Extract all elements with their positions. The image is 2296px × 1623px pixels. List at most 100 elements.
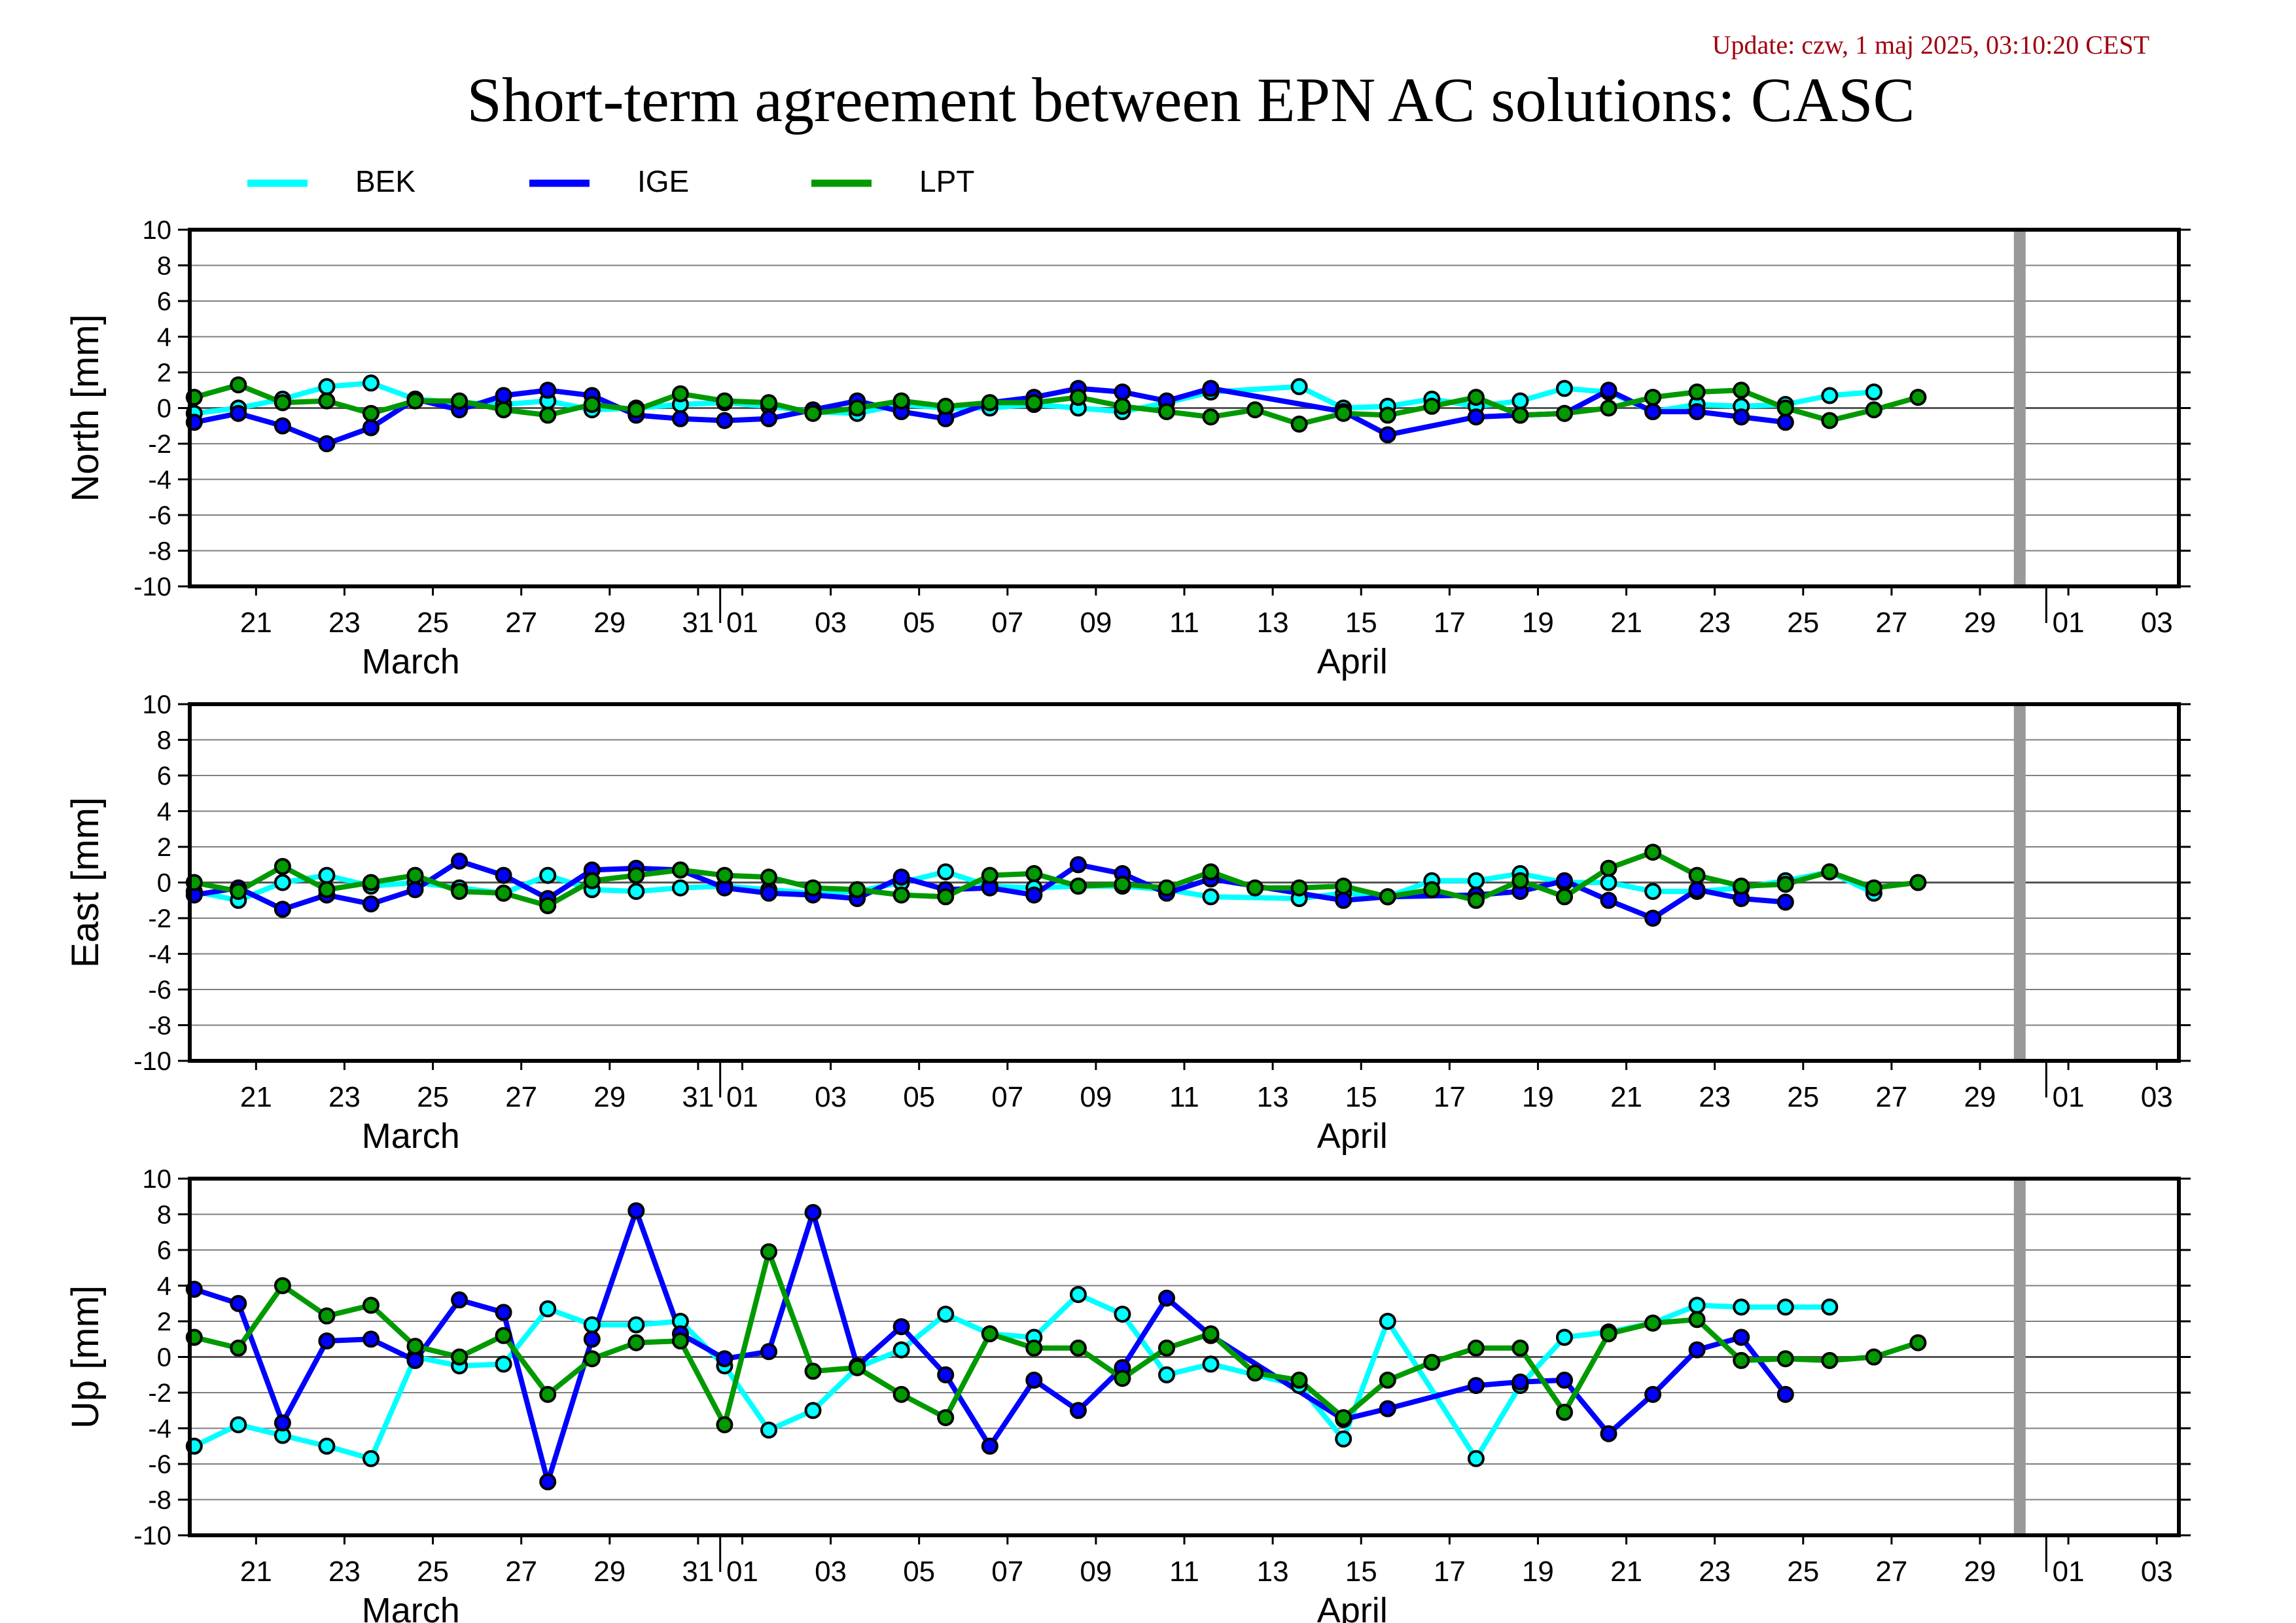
data-point-ige bbox=[671, 410, 689, 427]
data-point-bek bbox=[671, 879, 689, 897]
data-point-lpt bbox=[937, 397, 955, 415]
series-line-lpt bbox=[193, 1249, 1919, 1428]
data-point-ige bbox=[406, 1351, 424, 1369]
data-point-lpt bbox=[937, 888, 955, 906]
data-point-ige bbox=[274, 901, 291, 918]
data-point-lpt bbox=[1025, 865, 1043, 882]
x-tick-label: 15 bbox=[1345, 1556, 1377, 1588]
data-point-ige bbox=[760, 884, 777, 902]
data-point-lpt bbox=[1556, 1404, 1573, 1421]
data-point-lpt bbox=[760, 1243, 777, 1260]
data-point-ige bbox=[1776, 1385, 1794, 1403]
data-point-lpt bbox=[1114, 876, 1131, 893]
data-point-bek bbox=[1865, 383, 1882, 401]
data-point-lpt bbox=[1335, 404, 1352, 422]
x-tick-label: 11 bbox=[1169, 607, 1199, 639]
y-tick-label: 10 bbox=[143, 1165, 172, 1194]
data-point-ige bbox=[1025, 886, 1043, 904]
x-tick-label: 01 bbox=[2053, 1081, 2085, 1113]
data-point-lpt bbox=[1114, 397, 1131, 415]
x-tick-label: 27 bbox=[505, 1556, 537, 1588]
data-point-bek bbox=[1379, 1313, 1396, 1330]
data-point-lpt bbox=[627, 1334, 645, 1351]
data-point-lpt bbox=[981, 394, 998, 412]
x-tick-label: 27 bbox=[1875, 607, 1907, 639]
data-point-bek bbox=[1644, 883, 1662, 901]
data-point-lpt bbox=[1423, 397, 1441, 415]
x-tick-label: 17 bbox=[1434, 1556, 1466, 1588]
data-point-ige bbox=[804, 1204, 822, 1221]
x-tick-label: 03 bbox=[815, 607, 847, 639]
y-tick-label: 4 bbox=[157, 323, 171, 352]
x-tick-label: 25 bbox=[1787, 1556, 1819, 1588]
x-tick-label: 07 bbox=[991, 1556, 1023, 1588]
data-point-ige bbox=[1114, 383, 1131, 401]
y-tick-label: -6 bbox=[148, 976, 171, 1005]
data-point-bek bbox=[892, 1341, 910, 1359]
chart-panels: -10 -8 -6 -4 -2 0 2 4 6 8 10 North [mm] 21 23 25 27 29 31… bbox=[64, 216, 2191, 1623]
data-point-ige bbox=[1467, 1377, 1485, 1395]
data-point-ige bbox=[362, 419, 380, 437]
data-point-lpt bbox=[1379, 888, 1396, 906]
month-label-march: March bbox=[362, 1591, 460, 1623]
data-point-lpt bbox=[362, 1296, 380, 1314]
data-point-lpt bbox=[1865, 401, 1882, 419]
x-tick-label: 19 bbox=[1522, 1556, 1554, 1588]
data-point-ige bbox=[1158, 1289, 1175, 1307]
data-point-bek bbox=[1158, 1366, 1175, 1383]
data-point-lpt bbox=[1776, 399, 1794, 417]
data-point-lpt bbox=[849, 399, 866, 417]
x-tick-label: 15 bbox=[1345, 607, 1377, 639]
data-point-ige bbox=[362, 895, 380, 913]
x-tick-label: 19 bbox=[1522, 1081, 1554, 1113]
x-tick-label: 25 bbox=[1787, 1081, 1819, 1113]
data-point-lpt bbox=[849, 1359, 866, 1376]
data-point-lpt bbox=[1909, 389, 1927, 406]
data-point-lpt bbox=[1600, 859, 1617, 877]
data-point-ige bbox=[716, 1350, 733, 1368]
y-tick-label: -8 bbox=[148, 1012, 171, 1041]
data-point-lpt bbox=[318, 1307, 336, 1325]
data-point-bek bbox=[1556, 1329, 1573, 1346]
x-tick-label: 23 bbox=[1699, 1081, 1731, 1113]
data-point-lpt bbox=[849, 881, 866, 899]
data-point-lpt bbox=[627, 401, 645, 419]
month-label-march: March bbox=[362, 1116, 460, 1156]
x-tick-label: 21 bbox=[240, 607, 272, 639]
data-point-lpt bbox=[583, 396, 601, 413]
y-tick-label: 8 bbox=[157, 1201, 171, 1230]
data-point-ige bbox=[892, 1318, 910, 1336]
y-tick-label: -8 bbox=[148, 1486, 171, 1515]
y-tick-label: 2 bbox=[157, 1308, 171, 1336]
data-point-bek bbox=[1335, 1430, 1352, 1448]
y-tick-label: -4 bbox=[148, 940, 171, 969]
month-label-april: April bbox=[1317, 642, 1388, 681]
y-tick-label: 6 bbox=[157, 287, 171, 316]
data-point-lpt bbox=[1821, 412, 1839, 429]
data-point-lpt bbox=[1202, 1325, 1220, 1343]
data-point-lpt bbox=[937, 1409, 955, 1427]
x-tick-label: 17 bbox=[1434, 1081, 1466, 1113]
x-tick-label: 27 bbox=[505, 607, 537, 639]
data-point-ige bbox=[1025, 1371, 1043, 1389]
data-point-lpt bbox=[716, 866, 733, 884]
x-tick-label: 27 bbox=[1875, 1081, 1907, 1113]
x-tick-label: 01 bbox=[2053, 607, 2085, 639]
data-point-lpt bbox=[892, 1385, 910, 1403]
data-point-lpt bbox=[539, 1385, 557, 1403]
x-tick-label: 25 bbox=[417, 607, 449, 639]
data-point-lpt bbox=[1246, 401, 1264, 419]
x-tick-label: 01 bbox=[726, 607, 758, 639]
x-tick-label: 17 bbox=[1434, 607, 1466, 639]
data-point-lpt bbox=[495, 884, 512, 902]
data-point-bek bbox=[362, 1450, 380, 1467]
x-tick-label: 23 bbox=[328, 1556, 361, 1588]
x-tick-label: 23 bbox=[328, 607, 361, 639]
x-tick-label: 05 bbox=[903, 607, 935, 639]
data-point-ige bbox=[627, 1202, 645, 1220]
data-point-lpt bbox=[760, 394, 777, 412]
data-point-bek bbox=[318, 378, 336, 395]
data-point-lpt bbox=[1467, 1339, 1485, 1357]
month-label-march: March bbox=[362, 642, 460, 681]
y-tick-label: 0 bbox=[157, 395, 171, 423]
